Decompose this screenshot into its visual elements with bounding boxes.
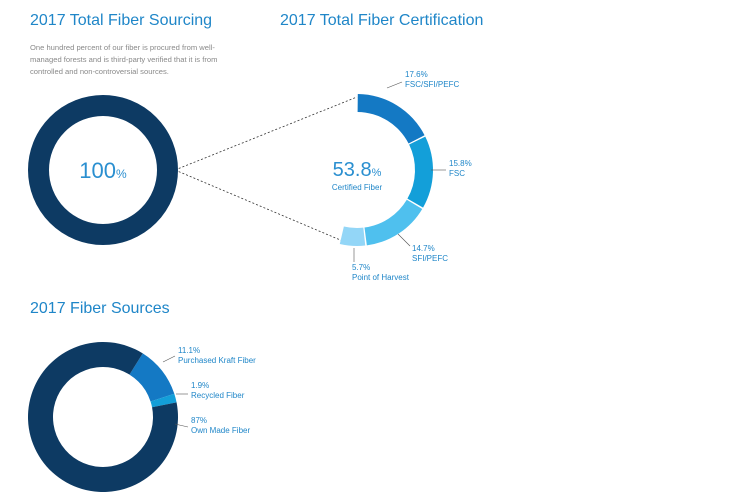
leader-sfi-pefc [397,233,411,247]
sources-donut [28,342,178,493]
sourcing-title: 2017 Total Fiber Sourcing [30,12,213,29]
label-fsc-sfi-pefc: 17.6% FSC/SFI/PEFC [405,70,459,89]
slice-sfi-pefc [364,199,423,246]
certification-center-value: 53.8% [333,159,382,181]
sourcing-donut [28,95,178,245]
certification-center-label: Certified Fiber [332,183,383,192]
slice-purchased-kraft-fiber [129,353,175,402]
label-point-of-harvest: 5.7% Point of Harvest [352,263,410,282]
slice-slice-0 [28,95,178,245]
connector-line-top [174,96,358,171]
slice-fsc-sfi-pefc [357,94,425,144]
sourcing-description: One hundred percent of our fiber is proc… [30,43,218,76]
label-sfi-pefc: 14.7% SFI/PEFC [412,244,448,263]
label-recycled: 1.9% Recycled Fiber [191,381,245,400]
slice-point-of-harvest [339,226,366,247]
certification-leaders [353,81,446,262]
label-purchased-kraft: 11.1% Purchased Kraft Fiber [178,346,256,365]
slice-recycled-fiber [150,393,177,408]
sourcing-center-value: 100% [79,158,127,183]
leader-fsc-sfi-pefc [386,81,403,89]
label-own-made: 87% Own Made Fiber [191,416,250,435]
certification-title: 2017 Total Fiber Certification [280,12,484,29]
slice-fsc [407,136,433,208]
sources-title: 2017 Fiber Sources [30,300,170,317]
connector-line-bottom [174,169,346,243]
sources-leaders [162,355,189,428]
slice-own-made-fiber [28,342,178,493]
certification-donut [339,94,433,247]
label-fsc: 15.8% FSC [449,159,474,178]
leader-purchased-kraft [162,355,176,363]
leader-own-made [174,423,189,428]
